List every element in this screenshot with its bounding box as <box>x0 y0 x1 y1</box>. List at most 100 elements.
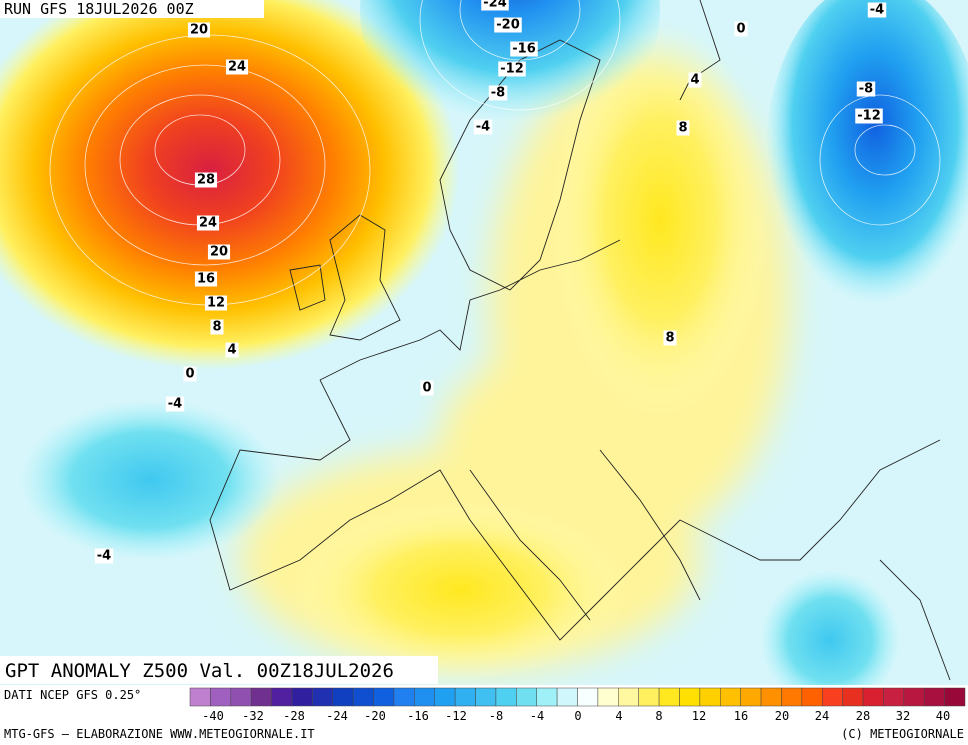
contour-label-bg <box>676 120 690 136</box>
colorbar-swatch <box>516 687 537 707</box>
contour-label-bg <box>688 72 702 88</box>
contour-label-bg <box>225 59 249 75</box>
contour-label: -20 <box>496 18 520 33</box>
colorbar-swatch <box>903 687 925 707</box>
source: DATI NCEP GFS 0.25° <box>4 688 141 702</box>
colorbar-label: -40 <box>202 709 224 723</box>
colorbar-swatch <box>434 687 456 707</box>
contour-label: -8 <box>491 86 505 101</box>
map-field <box>0 0 968 710</box>
colorbar-swatch <box>352 687 374 707</box>
contour-label-bg <box>481 0 509 11</box>
colorbar-swatch <box>210 687 232 707</box>
contour-label: 0 <box>185 367 194 382</box>
colorbar-swatch <box>658 687 680 707</box>
contour-label: -4 <box>168 397 182 412</box>
footer-left: MTG-GFS — ELABORAZIONE WWW.METEOGIORNALE… <box>4 727 315 741</box>
colorbar-label: 32 <box>896 709 910 723</box>
colorbar-label: -24 <box>326 709 348 723</box>
contour-labels: -24-20-16-12-8-40-448-8-1220242824201612… <box>94 0 887 564</box>
colorbar-swatch <box>740 687 762 707</box>
contour-label: 4 <box>690 73 699 88</box>
contour-label: -8 <box>859 82 873 97</box>
contour-label: -4 <box>476 120 490 135</box>
title: GPT ANOMALY Z500 Val. 00Z18JUL2026 <box>5 660 394 682</box>
colorbar-swatch <box>597 687 619 707</box>
contour-label: 8 <box>212 320 221 335</box>
contour-label-bg <box>196 215 220 231</box>
colorbar-swatch <box>291 687 313 707</box>
colorbar-swatch <box>638 687 660 707</box>
colorbar-label: 4 <box>615 709 622 723</box>
colorbar-label: 0 <box>574 709 581 723</box>
colorbar-swatch <box>332 687 354 707</box>
colorbar-swatch <box>862 687 884 707</box>
contour-label: -4 <box>870 3 884 18</box>
colorbar-label: -20 <box>364 709 386 723</box>
colorbar-label: 8 <box>655 709 662 723</box>
contour-label-bg <box>207 244 231 260</box>
colorbar-swatch <box>842 687 864 707</box>
contour-label-bg <box>473 119 493 135</box>
colorbar-label: -28 <box>283 709 305 723</box>
colorbar-swatch <box>883 687 905 707</box>
colorbar: -40 -32 -28 -24 -20 -16 -12 -8 -4 0 4 8 12 16 20 24 28 32… <box>189 687 966 723</box>
colorbar-swatch <box>271 687 293 707</box>
colorbar-swatch <box>923 687 945 707</box>
contour-label: -16 <box>512 42 536 57</box>
contour-label: -12 <box>857 109 881 124</box>
colorbar-swatch <box>230 687 252 707</box>
colorbar-swatch <box>454 687 476 707</box>
colorbar-swatch <box>312 687 334 707</box>
contour-label-bg <box>204 295 228 311</box>
contour-label-bg <box>194 271 218 287</box>
contour-label: -12 <box>500 62 524 77</box>
colorbar-swatch <box>495 687 517 707</box>
contour-label-bg <box>94 548 114 564</box>
colorbar-label: 40 <box>936 709 950 723</box>
contour-label: 24 <box>228 60 246 75</box>
contour-label-bg <box>734 21 748 37</box>
colorbar-swatch <box>618 687 639 707</box>
contour-label: 24 <box>199 216 217 231</box>
contour-label: 0 <box>422 381 431 396</box>
contour-label-bg <box>855 108 883 124</box>
title-box <box>0 656 438 684</box>
colorbar-label: 12 <box>692 709 706 723</box>
colorbar-swatch <box>189 687 211 707</box>
colorbar-swatch <box>801 687 823 707</box>
colorbar-label: -8 <box>489 709 503 723</box>
colorbar-swatch <box>760 687 782 707</box>
colorbar-swatch <box>250 687 272 707</box>
colorbar-swatch <box>699 687 721 707</box>
contour-label-bg <box>867 2 887 18</box>
contour-label: 4 <box>227 343 236 358</box>
contour-label-bg <box>856 81 876 97</box>
contour-label: -4 <box>97 549 111 564</box>
contour-label-bg <box>183 366 197 382</box>
contour-label: 20 <box>210 245 228 260</box>
colorbar-label: -4 <box>530 709 544 723</box>
contour-label-bg <box>165 396 185 412</box>
colorbar-label: -32 <box>242 709 264 723</box>
colorbar-label: -16 <box>407 709 429 723</box>
colorbar-swatch <box>944 687 966 707</box>
colorbar-swatch <box>577 687 599 707</box>
contour-label: 0 <box>736 22 745 37</box>
contour-label: 8 <box>678 121 687 136</box>
contour-label-bg <box>187 22 211 38</box>
contour-label-bg <box>498 61 526 77</box>
colorbar-label: -12 <box>445 709 467 723</box>
colorbar-swatch <box>781 687 803 707</box>
contour-label: 12 <box>207 296 225 311</box>
contour-label-bg <box>494 17 522 33</box>
contour-label: 16 <box>197 272 215 287</box>
colorbar-label: 24 <box>815 709 829 723</box>
colorbar-swatch <box>414 687 435 707</box>
colorbar-swatch <box>821 687 843 707</box>
run-label: RUN GFS 18JUL2026 00Z <box>4 0 194 18</box>
contour-label: -24 <box>483 0 507 11</box>
colorbar-swatch <box>679 687 701 707</box>
